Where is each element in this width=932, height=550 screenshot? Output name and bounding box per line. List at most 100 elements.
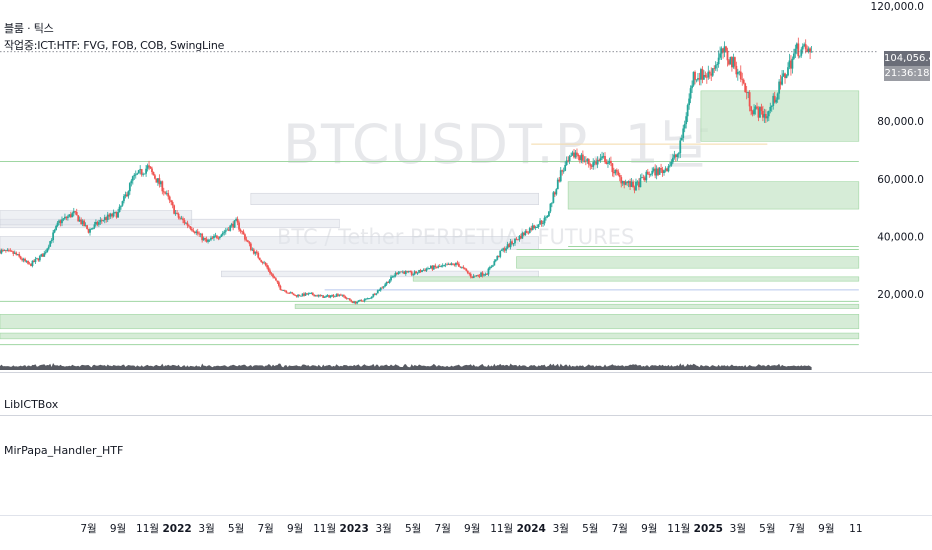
candle-body — [658, 168, 661, 175]
candle-body — [407, 271, 410, 272]
candle-body — [440, 266, 443, 267]
candle-body — [657, 168, 660, 175]
candle-body — [493, 261, 496, 266]
candle-body — [393, 276, 395, 277]
candle-body — [607, 163, 609, 165]
candle-body — [117, 212, 119, 218]
candle-body — [10, 250, 13, 252]
candle-body — [543, 217, 546, 224]
candle-body — [69, 214, 72, 218]
candle-body — [809, 48, 812, 52]
candle-body — [248, 241, 251, 244]
candle-body — [676, 154, 679, 157]
candle-body — [767, 110, 770, 117]
candle-body — [784, 73, 786, 79]
candle-body — [664, 168, 667, 171]
candle-body — [680, 137, 683, 141]
candle-body — [421, 270, 423, 273]
candle-body — [760, 106, 763, 111]
y-axis-tick-label: 20,000.0 — [877, 289, 924, 301]
x-axis-tick-label: 9월 — [110, 523, 126, 535]
candle-body — [221, 232, 224, 235]
legend-indicator[interactable]: 작업중:ICT:HTF: FVG, FOB, COB, SwingLine — [4, 39, 225, 52]
candle-body — [534, 227, 537, 228]
candle-body — [608, 160, 611, 164]
candle-body — [610, 160, 612, 164]
candle-body — [189, 226, 192, 229]
candle-body — [120, 205, 122, 207]
candle-body — [419, 270, 422, 273]
candle-body — [27, 261, 29, 264]
candle-body — [624, 181, 627, 185]
candle-body — [313, 294, 316, 297]
candle-body — [87, 228, 90, 233]
candle-body — [97, 222, 100, 225]
candle-body — [236, 218, 239, 223]
candle-body — [719, 53, 722, 58]
candle-body — [617, 171, 620, 175]
x-axis-tick-label: 11월 — [136, 523, 159, 535]
candle-body — [56, 222, 59, 227]
candle-body — [762, 110, 764, 118]
candle-body — [363, 299, 366, 302]
candle-body — [83, 220, 86, 227]
candle-body — [365, 298, 367, 300]
candle-body — [731, 57, 733, 68]
candle-body — [509, 241, 512, 248]
candle-body — [31, 260, 34, 266]
candle-body — [682, 128, 685, 138]
candle-body — [134, 174, 137, 176]
candle-body — [2, 250, 4, 251]
candle-body — [697, 78, 699, 80]
candle-body — [123, 196, 125, 202]
candle-body — [446, 264, 449, 266]
candle-body — [673, 154, 676, 158]
candle-body — [794, 48, 797, 54]
x-axis-tick-label: 7월 — [789, 523, 805, 535]
candle-body — [559, 170, 562, 182]
candle-body — [748, 92, 751, 107]
candle-body — [776, 93, 779, 100]
candle-body — [326, 295, 329, 297]
candle-body — [459, 266, 462, 268]
candle-body — [0, 250, 3, 254]
candle-body — [308, 293, 311, 294]
candle-body — [577, 154, 580, 157]
candle-body — [671, 157, 674, 162]
candle-body — [385, 282, 388, 285]
candle-body — [270, 273, 273, 275]
candle-body — [587, 159, 590, 165]
candle-body — [717, 57, 720, 65]
candle-body — [127, 191, 130, 197]
candle-body — [447, 264, 450, 265]
pane-title-libictbox[interactable]: LibICTBox — [4, 398, 59, 411]
candle-body — [705, 76, 708, 78]
candle-body — [77, 215, 80, 222]
candle-body — [573, 152, 575, 158]
candle-body — [449, 264, 451, 266]
candle-body — [716, 64, 719, 66]
candle-body — [260, 260, 263, 262]
candle-body — [618, 174, 621, 178]
volume-band — [0, 363, 812, 370]
candle-body — [338, 294, 341, 296]
candle-body — [695, 79, 698, 81]
candle-body — [558, 179, 561, 182]
candle-body — [390, 276, 392, 281]
candle-body — [766, 116, 769, 119]
candle-body — [397, 272, 400, 275]
x-axis-tick-label: 3월 — [198, 523, 214, 535]
candle-body — [714, 65, 717, 69]
candle-body — [198, 233, 201, 235]
candle-body — [277, 282, 280, 286]
candle-body — [506, 244, 509, 249]
candle-body — [373, 293, 376, 295]
candle-body — [531, 225, 534, 230]
pane-title-mirpapa[interactable]: MirPapa_Handler_HTF — [4, 444, 124, 457]
legend-symbol[interactable]: 블룸 · 틱스 — [4, 22, 54, 35]
candle-body — [44, 252, 47, 254]
candle-body — [124, 194, 127, 197]
candle-body — [130, 180, 133, 184]
